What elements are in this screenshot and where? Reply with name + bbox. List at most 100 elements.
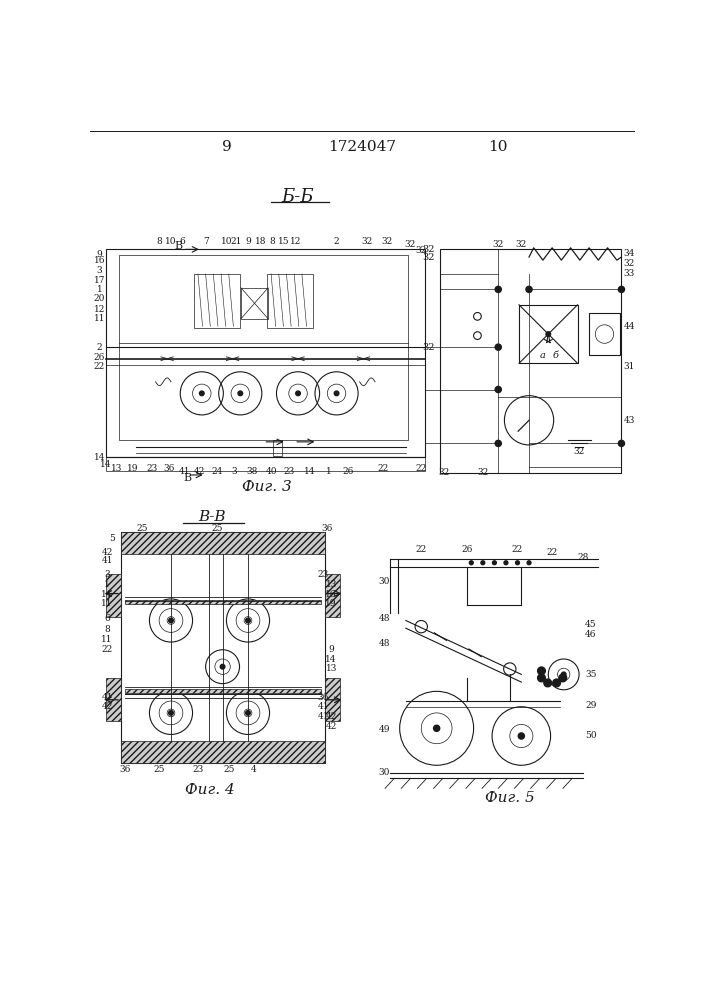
Text: 20: 20 [94,294,105,303]
Text: 23: 23 [146,464,158,473]
Text: 1724047: 1724047 [328,140,396,154]
Text: 32: 32 [362,237,373,246]
Text: 22: 22 [102,645,112,654]
Circle shape [553,679,561,687]
Text: 25: 25 [223,765,235,774]
Text: б: б [553,351,559,360]
Text: 41: 41 [101,693,113,702]
Text: 14: 14 [101,590,113,599]
Text: 41: 41 [317,712,329,721]
Bar [121,532,325,763]
Text: 26: 26 [342,467,354,476]
Bar [589,312,620,355]
Text: 18: 18 [255,237,267,246]
Text: 4: 4 [250,765,256,774]
Text: 32: 32 [515,240,527,249]
Bar [241,288,268,319]
Text: 26: 26 [462,545,473,554]
Text: 22: 22 [377,464,388,473]
Text: 9: 9 [97,250,103,259]
Text: В-В: В-В [198,510,226,524]
Bar [125,689,321,693]
Text: 32: 32 [439,468,450,477]
Text: 1: 1 [97,285,103,294]
Bar [121,532,325,554]
Text: 25: 25 [153,765,165,774]
Bar [440,249,621,473]
Text: В: В [175,241,182,251]
Text: 42: 42 [194,467,205,476]
Text: 49: 49 [378,725,390,734]
Bar [119,255,408,347]
Text: 8: 8 [270,237,276,246]
Text: 14: 14 [304,467,315,476]
Text: 46: 46 [585,630,597,639]
Circle shape [537,667,545,675]
Text: 22: 22 [547,548,558,557]
Text: 16: 16 [325,590,337,599]
Text: 35: 35 [585,670,597,679]
Circle shape [481,561,485,565]
Text: 42: 42 [101,702,113,711]
Circle shape [433,725,440,731]
Text: 14: 14 [93,453,105,462]
Text: 3: 3 [104,570,110,579]
Text: 36: 36 [119,765,131,774]
Text: 19: 19 [325,599,337,608]
Text: 36: 36 [322,524,333,533]
Text: 30: 30 [378,578,390,586]
Circle shape [544,679,551,687]
Text: 13: 13 [325,580,337,589]
Text: 32: 32 [573,447,585,456]
Circle shape [469,561,473,565]
Text: 41: 41 [101,556,113,565]
Bar [194,274,240,328]
Bar [325,678,340,721]
Text: 23: 23 [284,467,294,476]
Circle shape [504,561,508,565]
Text: 2: 2 [334,237,339,246]
Text: 10: 10 [165,237,177,246]
Circle shape [559,674,567,682]
Text: 50: 50 [585,732,597,740]
Text: 9: 9 [328,645,334,654]
Text: 21: 21 [230,237,242,246]
Text: 32: 32 [477,468,489,477]
Text: 36: 36 [317,693,329,702]
Text: 33: 33 [624,269,635,278]
Circle shape [619,286,624,292]
Circle shape [334,391,339,396]
Circle shape [493,561,496,565]
Text: 44: 44 [624,322,635,331]
Text: 14: 14 [100,460,111,469]
Text: 19: 19 [127,464,139,473]
Text: 42: 42 [325,712,337,721]
Text: 25: 25 [211,524,223,533]
Circle shape [526,286,532,292]
Circle shape [495,440,501,446]
Text: Фиг. 4: Фиг. 4 [185,783,234,797]
Circle shape [221,664,225,669]
Text: 40: 40 [265,467,277,476]
Text: 9: 9 [245,237,251,246]
Circle shape [515,561,520,565]
Text: 23: 23 [192,765,204,774]
Text: 7: 7 [203,237,209,246]
Text: 29: 29 [585,701,596,710]
Bar [125,600,321,604]
Text: 28: 28 [577,553,589,562]
Text: 38: 38 [246,467,257,476]
Text: 22: 22 [416,545,427,554]
Bar [105,457,425,471]
Text: 22: 22 [512,545,523,554]
Bar [105,574,121,617]
Text: 11: 11 [101,599,113,608]
Circle shape [199,391,204,396]
Circle shape [527,561,531,565]
Text: 13: 13 [325,664,337,673]
Text: 3: 3 [231,467,237,476]
Text: 1: 1 [326,467,332,476]
Text: 43: 43 [624,416,635,425]
Text: 11: 11 [93,314,105,323]
Text: 3: 3 [97,266,103,275]
